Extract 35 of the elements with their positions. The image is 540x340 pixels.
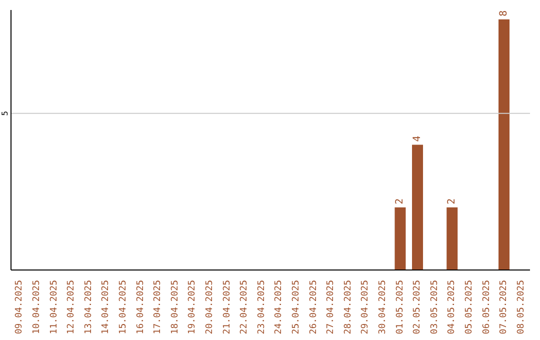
data-label: 4 bbox=[412, 136, 424, 142]
x-tick-label: 08.05.2025 bbox=[516, 280, 526, 334]
x-tick-label: 04.05.2025 bbox=[447, 280, 458, 334]
x-tick-label: 02.05.2025 bbox=[412, 280, 423, 334]
x-tick-label: 05.05.2025 bbox=[464, 280, 474, 334]
x-tick-label: 24.04.2025 bbox=[274, 280, 284, 334]
x-tick-label: 23.04.2025 bbox=[256, 280, 267, 334]
x-tick-label: 29.04.2025 bbox=[360, 280, 371, 334]
x-tick-label: 21.04.2025 bbox=[222, 280, 232, 334]
x-tick-label: 07.05.2025 bbox=[499, 280, 510, 334]
x-tick-label: 18.04.2025 bbox=[170, 280, 180, 334]
y-tick-label: 5 bbox=[0, 110, 10, 116]
x-tick-label: 22.04.2025 bbox=[240, 280, 250, 334]
x-tick-label: 09.04.2025 bbox=[14, 280, 25, 334]
x-tick-label: 11.04.2025 bbox=[49, 280, 60, 334]
x-tick-label: 20.04.2025 bbox=[204, 280, 215, 334]
x-tick-label: 14.04.2025 bbox=[101, 280, 112, 334]
x-tick-label: 03.05.2025 bbox=[430, 280, 440, 334]
x-tick-label: 13.04.2025 bbox=[84, 280, 94, 334]
data-label: 2 bbox=[394, 198, 406, 204]
x-tick-label: 01.05.2025 bbox=[395, 280, 406, 334]
data-label: 8 bbox=[498, 10, 510, 16]
x-tick-label: 27.04.2025 bbox=[326, 280, 336, 334]
x-tick-label: 12.04.2025 bbox=[66, 280, 77, 334]
x-tick-label: 25.04.2025 bbox=[291, 280, 302, 334]
x-tick-label: 17.04.2025 bbox=[153, 280, 164, 334]
x-tick-label: 30.04.2025 bbox=[378, 280, 388, 334]
data-label: 2 bbox=[446, 198, 458, 204]
x-tick-label: 19.04.2025 bbox=[188, 280, 198, 334]
x-tick-label: 15.04.2025 bbox=[118, 280, 128, 334]
x-tick-label: 16.04.2025 bbox=[136, 280, 146, 334]
x-tick-label: 26.04.2025 bbox=[308, 280, 319, 334]
x-tick-label: 10.04.2025 bbox=[32, 280, 42, 334]
x-tick-label: 28.04.2025 bbox=[343, 280, 354, 334]
x-tick-label: 06.05.2025 bbox=[482, 280, 492, 334]
